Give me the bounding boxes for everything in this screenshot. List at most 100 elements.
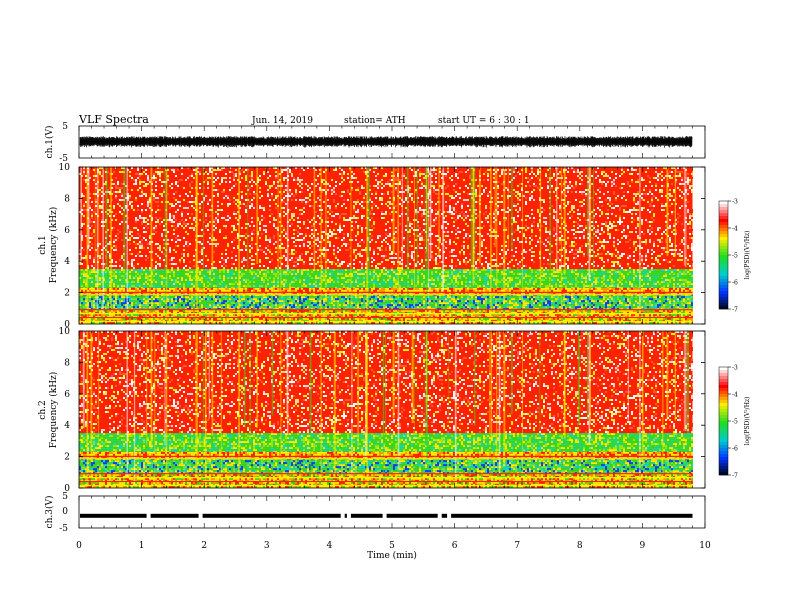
ch2-colorbar-cell (719, 469, 728, 472)
ch2-spectrogram-image (79, 331, 693, 488)
ch1-colorbar-cell (719, 219, 728, 222)
ch2-colorbar-cell (719, 436, 728, 439)
ch2-spec-band (79, 452, 693, 458)
ch1-freq-ytick-label: 10 (59, 163, 71, 173)
ch2-colorbar-cell (719, 421, 728, 424)
ch3-ylabel: ch.3(V) (44, 496, 55, 529)
ch2-colorbar-cell (719, 424, 728, 427)
time-tick-label: 5 (389, 541, 395, 551)
time-tick-label: 10 (699, 541, 711, 551)
ch1-colorbar-cell (719, 216, 728, 219)
ch1-colorbar-tick-label: -3 (732, 199, 738, 206)
ch2-colorbar-cell (719, 409, 728, 412)
ch1-colorbar-cell (719, 213, 728, 216)
time-tick-label: 7 (514, 541, 520, 551)
ch1-spec-band (79, 288, 693, 294)
time-axis-label: Time (min) (367, 550, 417, 561)
ch1-colorbar-cell (719, 279, 728, 282)
ch1-waveform-panel: 5 -5 ch.1(V) (44, 122, 705, 164)
ch2-freq-axis-label: Frequency (kHz) (48, 372, 59, 449)
ch1-colorbar-cell (719, 225, 728, 228)
ch2-colorbar-tick-label: -3 (732, 365, 738, 372)
ch1-freq-ytick-label: 6 (64, 226, 70, 236)
ch1-colorbar-cell (719, 222, 728, 225)
ch1-colorbar-cell (719, 300, 728, 303)
ch1-colorbar-cell (719, 228, 728, 231)
ch2-colorbar-cell (719, 442, 728, 445)
ch2-colorbar-cell (719, 370, 728, 373)
ch3-ytick-mid: 0 (62, 507, 68, 517)
date-label: Jun. 14, 2019 (251, 116, 313, 126)
ch1-colorbar-cell (719, 270, 728, 273)
ch2-colorbar-cell (719, 427, 728, 430)
ch1-colorbar-cell (719, 258, 728, 261)
ch1-colorbar-cell (719, 204, 728, 207)
ch2-colorbar-cell (719, 433, 728, 436)
ch3-waveform-gap (341, 513, 345, 518)
ch1-colorbar-cell (719, 267, 728, 270)
ch1-colorbar-cell (719, 291, 728, 294)
ch1-colorbar-cell (719, 264, 728, 267)
ch1-colorbar-cell (719, 303, 728, 306)
ch3-waveform-gap (147, 513, 151, 518)
ch1-colorbar-cell (719, 201, 728, 204)
ch1-waveform-trace (80, 136, 692, 148)
ch1-colorbar-cell (719, 285, 728, 288)
ch1-colorbar-cell (719, 240, 728, 243)
ch3-waveform-gap (438, 513, 442, 518)
ch1-ytick-top: 5 (62, 122, 68, 132)
ch2-freq-ytick-label: 6 (64, 390, 70, 400)
ch1-colorbar-cell (719, 246, 728, 249)
ch2-freq-ytick-label: 8 (64, 358, 70, 368)
ch1-colorbar-cell (719, 282, 728, 285)
ch3-ytick-bottom: -5 (59, 524, 68, 534)
ch3-waveform-panel: 5 0 -5 ch.3(V) (44, 492, 705, 534)
ch2-colorbar-cell (719, 418, 728, 421)
ch2-spec-band (79, 433, 693, 452)
ch2-colorbar-cell (719, 457, 728, 460)
ch2-colorbar-cell (719, 463, 728, 466)
ch1-colorbar-cell (719, 288, 728, 291)
ch2-colorbar-tick-label: -7 (732, 473, 738, 480)
ch1-colorbar-cell (719, 261, 728, 264)
ch1-freq-ytick-label: 2 (64, 289, 70, 299)
time-tick-label: 0 (76, 541, 82, 551)
ch2-colorbar-cell (719, 412, 728, 415)
ch1-colorbar-cell (719, 234, 728, 237)
ch2-colorbar-cell (719, 385, 728, 388)
ch3-waveform-trace (80, 513, 693, 518)
ch1-colorbar-tick-label: -4 (732, 226, 738, 233)
ch2-spec-label: ch.2 (38, 400, 48, 419)
vlf-figure: VLF Spectra Jun. 14, 2019 station= ATH s… (0, 0, 792, 612)
ch1-waveform-line (80, 136, 692, 148)
ch1-colorbar-cell (719, 273, 728, 276)
ch2-colorbar-tick-label: -5 (732, 419, 738, 426)
ch2-colorbar-cell (719, 394, 728, 397)
ch2-colorbar-cell (719, 400, 728, 403)
time-tick-label: 6 (452, 541, 458, 551)
ch1-colorbar-cell (719, 231, 728, 234)
ch2-colorbar-cell (719, 382, 728, 385)
ch2-colorbar-cell (719, 430, 728, 433)
ch2-colorbar-label: log(PSD)(V²/Hz) (744, 397, 751, 446)
ch2-colorbar-cell (719, 403, 728, 406)
ch1-spec-band (79, 294, 693, 310)
ch2-colorbar-cell (719, 376, 728, 379)
ch1-colorbar-cell (719, 255, 728, 258)
time-tick-label: 3 (264, 541, 270, 551)
ch2-colorbar-cell (719, 451, 728, 454)
ch1-colorbar-cell (719, 276, 728, 279)
ch2-colorbar-cell (719, 460, 728, 463)
ch1-colorbar-tick-label: -5 (732, 253, 738, 260)
ch1-colorbar-tick-label: -6 (732, 280, 738, 287)
ch1-spec-band (79, 269, 693, 288)
ch2-colorbar-cell (719, 406, 728, 409)
ch1-freq-ytick-label: 8 (64, 194, 70, 204)
ch2-colorbar-cell (719, 415, 728, 418)
time-tick-label: 8 (577, 541, 583, 551)
ch1-colorbar-cell (719, 210, 728, 213)
ch1-freq-axis-label: Frequency (kHz) (48, 207, 59, 284)
